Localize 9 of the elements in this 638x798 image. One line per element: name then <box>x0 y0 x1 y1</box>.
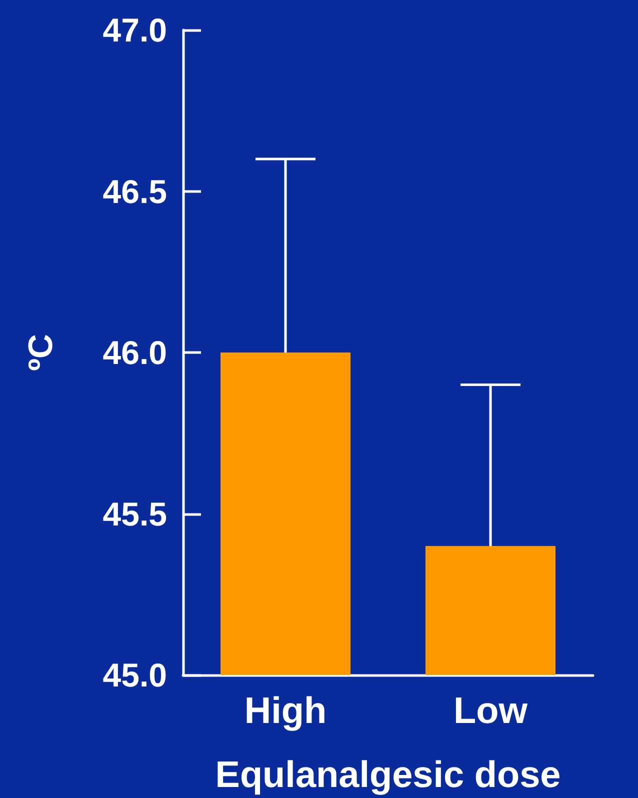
y-tick-label: 47.0 <box>102 12 167 48</box>
x-tick-label: Low <box>454 690 528 731</box>
x-tick-label: High <box>244 690 327 731</box>
x-axis-title: Equlanalgesic dose <box>215 754 561 795</box>
y-tick-label: 45.0 <box>102 656 167 694</box>
y-tick-label: 46.5 <box>102 172 167 210</box>
y-tick-label: 45.5 <box>102 495 167 532</box>
y-axis-title: ºC <box>22 334 60 371</box>
y-tick-label: 46.0 <box>102 334 167 371</box>
